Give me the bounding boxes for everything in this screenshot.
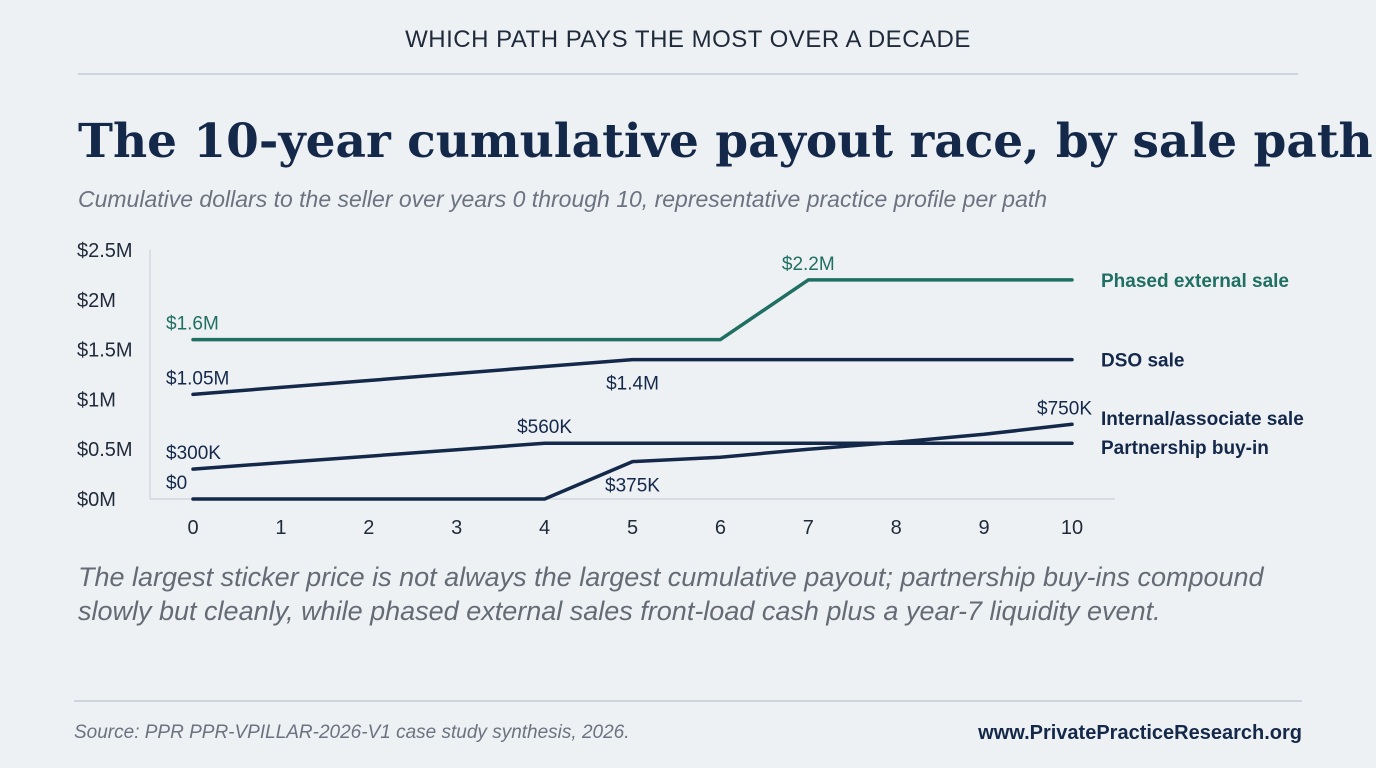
series-line-dso-sale bbox=[191, 357, 1074, 397]
data-label: $1.6M bbox=[166, 314, 219, 335]
chart-title: The 10-year cumulative payout race, by s… bbox=[78, 114, 1373, 169]
x-tick-label: 10 bbox=[1061, 517, 1083, 539]
y-tick-label: $2.5M bbox=[77, 240, 133, 262]
y-tick-label: $1.5M bbox=[77, 340, 133, 362]
data-label: $1.4M bbox=[606, 374, 659, 395]
series-label: Phased external sale bbox=[1101, 271, 1289, 292]
website-link[interactable]: www.PrivatePracticeResearch.org bbox=[978, 722, 1302, 744]
x-tick-label: 4 bbox=[539, 517, 550, 539]
takeaway-note: The largest sticker price is not always … bbox=[78, 562, 1264, 626]
x-tick-label: 6 bbox=[715, 517, 726, 539]
x-tick-label: 1 bbox=[275, 517, 286, 539]
data-label: $2.2M bbox=[782, 254, 835, 275]
series-line-internal-associate-sale bbox=[191, 422, 1074, 501]
y-tick-label: $2M bbox=[77, 290, 116, 312]
x-tick-label: 2 bbox=[363, 517, 374, 539]
line-chart: $0M $0.5M $1M $1.5M $2M $2.5M 0 1 2 3 4 5 6 7 8 9 10 Phas… bbox=[77, 240, 1304, 539]
chart-kicker: WHICH PATH PAYS THE MOST OVER A DECADE bbox=[405, 26, 971, 53]
y-tick-label: $1M bbox=[77, 389, 116, 411]
x-tick-label: 0 bbox=[187, 517, 198, 539]
series-line-phased-external-sale bbox=[191, 278, 1074, 342]
series-label: Partnership buy-in bbox=[1101, 438, 1269, 459]
x-tick-label: 3 bbox=[451, 517, 462, 539]
series-label: Internal/associate sale bbox=[1101, 409, 1304, 430]
data-label: $0 bbox=[166, 473, 187, 494]
series-label: DSO sale bbox=[1101, 351, 1184, 372]
data-label: $300K bbox=[166, 443, 221, 464]
x-tick-label: 7 bbox=[803, 517, 814, 539]
data-label: $1.05M bbox=[166, 368, 229, 389]
source-note: Source: PPR PPR-VPILLAR-2026-V1 case stu… bbox=[74, 722, 630, 743]
y-tick-label: $0.5M bbox=[77, 439, 133, 461]
top-divider bbox=[78, 73, 1298, 75]
x-tick-label: 9 bbox=[979, 517, 990, 539]
data-label: $375K bbox=[605, 476, 660, 497]
series-line-partnership-buy-in bbox=[191, 441, 1074, 471]
x-tick-label: 8 bbox=[891, 517, 902, 539]
bottom-divider bbox=[74, 700, 1302, 702]
y-tick-label: $0M bbox=[77, 489, 116, 511]
chart-subtitle: Cumulative dollars to the seller over ye… bbox=[78, 186, 1048, 212]
x-tick-label: 5 bbox=[627, 517, 638, 539]
data-label: $560K bbox=[517, 417, 572, 438]
data-label: $750K bbox=[1037, 398, 1092, 419]
